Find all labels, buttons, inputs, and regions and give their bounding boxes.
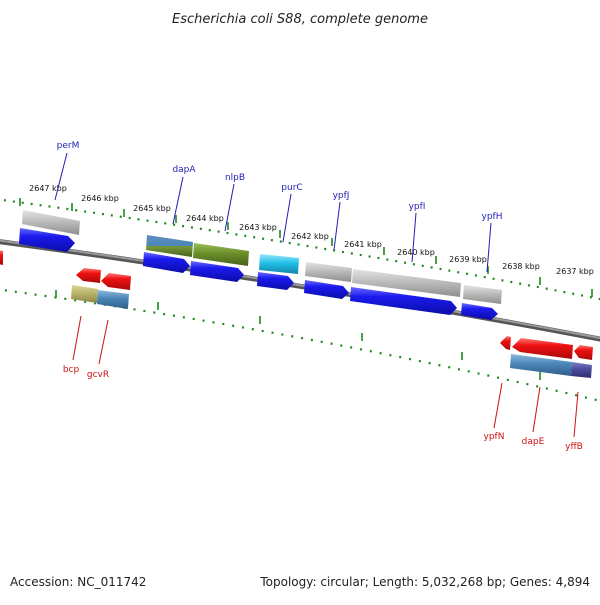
- bottom-gene-labels: bcp gcvR ypfN dapE yffB: [63, 365, 583, 452]
- scale-label: 2647 kbp: [29, 184, 67, 193]
- cds-forward-arrow: [350, 287, 457, 315]
- cds-reverse-arrow: [500, 336, 511, 350]
- genome-backbone-highlight: [0, 239, 600, 340]
- scale-label: 2640 kbp: [397, 248, 435, 257]
- gene-label: purC: [281, 183, 302, 193]
- scale-label: 2639 kbp: [449, 255, 487, 264]
- cds-forward-arrow: [257, 272, 294, 290]
- feature-slate: [571, 362, 592, 378]
- cds-forward-arrow: [304, 280, 349, 299]
- feature-grey: [463, 285, 502, 304]
- cds-reverse-arrow: [512, 338, 573, 359]
- scale-label: 2644 kbp: [186, 214, 224, 223]
- scale-label: 2646 kbp: [81, 194, 119, 203]
- feature-olive: [193, 243, 249, 266]
- scale-label: 2641 kbp: [344, 240, 382, 249]
- feature-grey: [22, 210, 80, 235]
- feature-steelblue: [97, 290, 129, 309]
- gene-label: bcp: [63, 365, 80, 375]
- gene-label: ypfI: [409, 202, 426, 212]
- feature-steelblue: [146, 235, 193, 257]
- scale-label: 2642 kbp: [291, 232, 329, 241]
- gene-label: dapE: [522, 437, 545, 447]
- cds-forward-arrow: [19, 228, 75, 252]
- gene-label: ypfJ: [333, 191, 350, 201]
- scale-label: 2637 kbp: [556, 267, 594, 276]
- genome-summary-text: Topology: circular; Length: 5,032,268 bp…: [259, 575, 590, 589]
- accession-text: Accession: NC_011742: [10, 575, 146, 589]
- gene-label: perM: [57, 141, 80, 151]
- gene-label: gcvR: [87, 370, 109, 380]
- cds-reverse-arrow: [76, 268, 101, 283]
- cds-reverse-arrow: [0, 250, 3, 265]
- feature-steelblue: [510, 354, 572, 376]
- inner-major-ticks: [55, 290, 541, 380]
- cds-forward-arrow: [143, 252, 190, 273]
- gene-label: ypfN: [484, 432, 505, 442]
- scale-label: 2645 kbp: [133, 204, 171, 213]
- map-title: Escherichia coli S88, complete genome: [172, 12, 428, 27]
- outer-major-ticks: [19, 198, 593, 297]
- gene-label: nlpB: [225, 173, 245, 183]
- feature-khaki: [71, 285, 98, 303]
- scale-labels: 2647 kbp 2646 kbp 2645 kbp 2644 kbp 2643…: [29, 184, 594, 276]
- top-gene-labels: perM dapA nlpB purC ypfJ ypfI ypfH: [57, 141, 503, 222]
- scale-label: 2638 kbp: [502, 262, 540, 271]
- gene-label: ypfH: [482, 212, 503, 222]
- bottom-feature-track: [71, 285, 592, 378]
- outer-scale-ring: [0, 198, 600, 301]
- bottom-label-leaders: [72, 315, 579, 438]
- feature-grey: [352, 269, 461, 297]
- gene-label: yffB: [565, 442, 583, 452]
- gene-label: dapA: [172, 165, 196, 175]
- top-label-leaders: [54, 152, 492, 273]
- feature-grey: [305, 262, 352, 282]
- cds-reverse-arrow: [574, 345, 593, 360]
- cds-forward-arrow: [461, 303, 498, 320]
- scale-label: 2643 kbp: [239, 223, 277, 232]
- top-feature-track: [22, 210, 502, 304]
- reverse-cds-track: [0, 250, 593, 360]
- feature-cyan: [259, 254, 299, 274]
- cds-forward-arrow: [190, 261, 244, 282]
- cds-reverse-arrow: [101, 273, 131, 290]
- forward-cds-track: [19, 228, 498, 320]
